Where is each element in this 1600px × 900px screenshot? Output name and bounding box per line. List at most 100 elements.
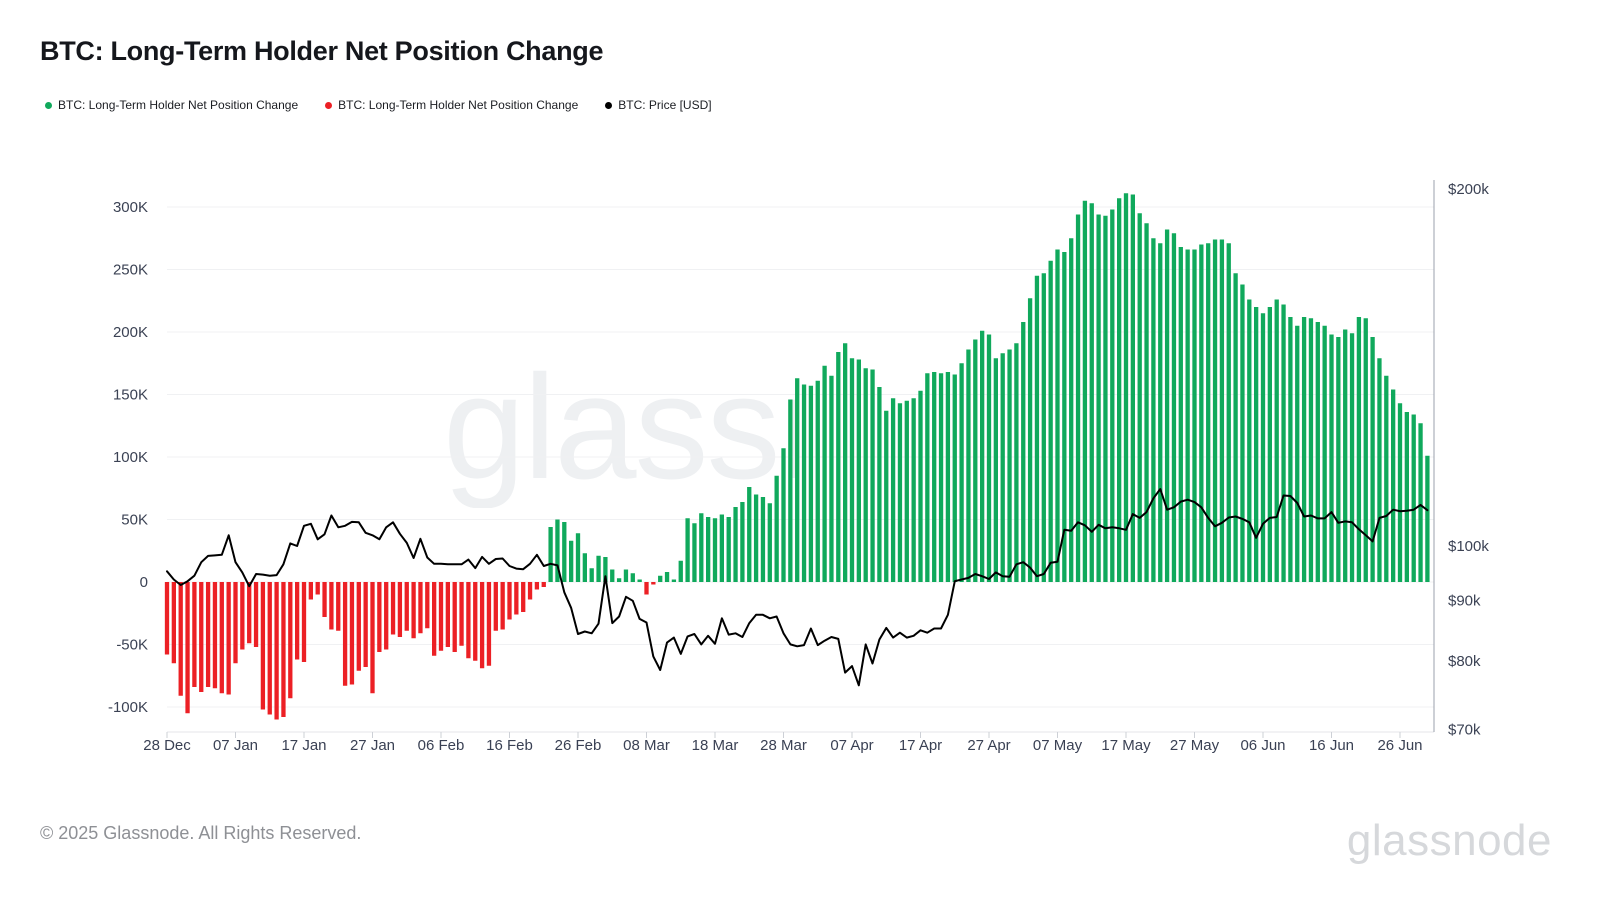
net-position-bar[interactable] (836, 352, 841, 582)
net-position-bar[interactable] (356, 582, 361, 671)
net-position-bar[interactable] (219, 582, 224, 694)
net-position-bar[interactable] (582, 553, 587, 582)
net-position-bar[interactable] (911, 398, 916, 582)
net-position-bar[interactable] (1404, 412, 1409, 582)
net-position-bar[interactable] (1411, 414, 1416, 583)
net-position-bar[interactable] (1425, 455, 1430, 582)
net-position-bar[interactable] (747, 487, 752, 582)
net-position-bar[interactable] (1356, 317, 1362, 582)
net-position-bar[interactable] (267, 582, 272, 715)
net-position-bar[interactable] (342, 582, 348, 686)
net-position-bar[interactable] (486, 582, 492, 666)
net-position-bar[interactable] (1288, 317, 1293, 582)
net-position-bar[interactable] (890, 398, 896, 582)
net-position-bar[interactable] (1315, 322, 1320, 582)
net-position-bar[interactable] (514, 582, 519, 615)
net-position-bar[interactable] (1418, 423, 1423, 582)
net-position-bar[interactable] (548, 527, 553, 582)
net-position-bar[interactable] (671, 579, 677, 583)
net-position-bar[interactable] (1212, 239, 1218, 583)
net-position-bar[interactable] (329, 582, 334, 630)
net-position-bar[interactable] (384, 582, 389, 650)
net-position-bar[interactable] (1171, 233, 1177, 582)
net-position-bar[interactable] (767, 503, 772, 582)
net-position-bar[interactable] (1069, 238, 1074, 582)
net-position-bar[interactable] (1021, 322, 1026, 582)
net-position-bar[interactable] (1206, 243, 1211, 582)
net-position-bar[interactable] (774, 475, 779, 582)
net-position-bar[interactable] (569, 540, 574, 582)
net-position-bar[interactable] (1130, 194, 1135, 583)
net-position-bar[interactable] (1219, 239, 1225, 583)
legend-item-price[interactable]: BTC: Price [USD] (605, 98, 712, 112)
net-position-bar[interactable] (295, 582, 300, 660)
net-position-bar[interactable] (1075, 214, 1081, 583)
net-position-bar[interactable] (411, 582, 416, 639)
net-position-bar[interactable] (1117, 198, 1122, 582)
net-position-bar[interactable] (610, 569, 615, 583)
net-position-bar[interactable] (1254, 307, 1259, 582)
net-position-bar[interactable] (541, 582, 546, 587)
net-position-bar[interactable] (1034, 275, 1040, 582)
price-line[interactable] (166, 488, 1429, 687)
net-position-bar[interactable] (1110, 209, 1115, 583)
net-position-bar[interactable] (1041, 273, 1046, 582)
net-position-bar[interactable] (377, 582, 382, 652)
net-position-bar[interactable] (1377, 358, 1382, 582)
net-position-bar[interactable] (315, 582, 320, 595)
net-position-bar[interactable] (521, 582, 526, 612)
net-position-bar[interactable] (555, 519, 560, 583)
net-position-bar[interactable] (1007, 349, 1012, 583)
net-position-bar[interactable] (1329, 334, 1334, 583)
net-position-bar[interactable] (240, 582, 245, 650)
net-position-bar[interactable] (1274, 299, 1279, 583)
net-position-bar[interactable] (829, 375, 834, 582)
net-position-bar[interactable] (418, 582, 423, 634)
net-position-bar[interactable] (712, 518, 718, 582)
net-position-bar[interactable] (1151, 238, 1156, 582)
net-position-bar[interactable] (1260, 313, 1266, 582)
net-position-bar[interactable] (918, 390, 923, 582)
net-position-bar[interactable] (397, 582, 403, 637)
net-position-bar[interactable] (445, 582, 450, 647)
net-position-bar[interactable] (390, 582, 396, 635)
net-position-bar[interactable] (301, 582, 307, 662)
net-position-bar[interactable] (938, 373, 944, 582)
net-position-bar[interactable] (349, 582, 355, 685)
net-position-bar[interactable] (199, 582, 204, 692)
net-position-bar[interactable] (1082, 200, 1088, 582)
net-position-bar[interactable] (589, 568, 594, 582)
net-position-bar[interactable] (1233, 273, 1238, 582)
net-position-bar[interactable] (993, 358, 998, 582)
net-position-bar[interactable] (980, 330, 985, 582)
net-position-bar[interactable] (171, 582, 176, 664)
net-position-bar[interactable] (363, 582, 368, 667)
net-position-bar[interactable] (493, 582, 498, 631)
net-position-bar[interactable] (1185, 249, 1190, 583)
net-position-bar[interactable] (664, 572, 670, 582)
net-position-bar[interactable] (1226, 243, 1231, 582)
net-position-bar[interactable] (733, 507, 738, 582)
net-position-bar[interactable] (281, 582, 286, 717)
net-position-bar[interactable] (706, 517, 711, 582)
net-position-bar[interactable] (685, 518, 690, 582)
net-position-bar[interactable] (637, 579, 642, 583)
net-position-bar[interactable] (1308, 318, 1314, 582)
net-position-bar[interactable] (932, 372, 937, 582)
net-position-bar[interactable] (1055, 249, 1060, 583)
net-position-bar[interactable] (1158, 243, 1163, 582)
net-position-bar[interactable] (849, 358, 855, 582)
net-position-bar[interactable] (603, 557, 608, 582)
net-position-bar[interactable] (877, 387, 882, 582)
net-position-bar[interactable] (801, 384, 807, 583)
net-position-bar[interactable] (1343, 329, 1348, 583)
net-position-bar[interactable] (781, 448, 786, 582)
net-position-bar[interactable] (904, 400, 909, 582)
net-position-bar[interactable] (1267, 307, 1272, 582)
net-position-bar[interactable] (1199, 244, 1204, 583)
net-position-bar[interactable] (336, 582, 341, 631)
net-position-bar[interactable] (726, 517, 731, 582)
net-position-bar[interactable] (288, 582, 293, 699)
net-position-bar[interactable] (1363, 318, 1368, 582)
net-position-bar[interactable] (1062, 252, 1067, 582)
